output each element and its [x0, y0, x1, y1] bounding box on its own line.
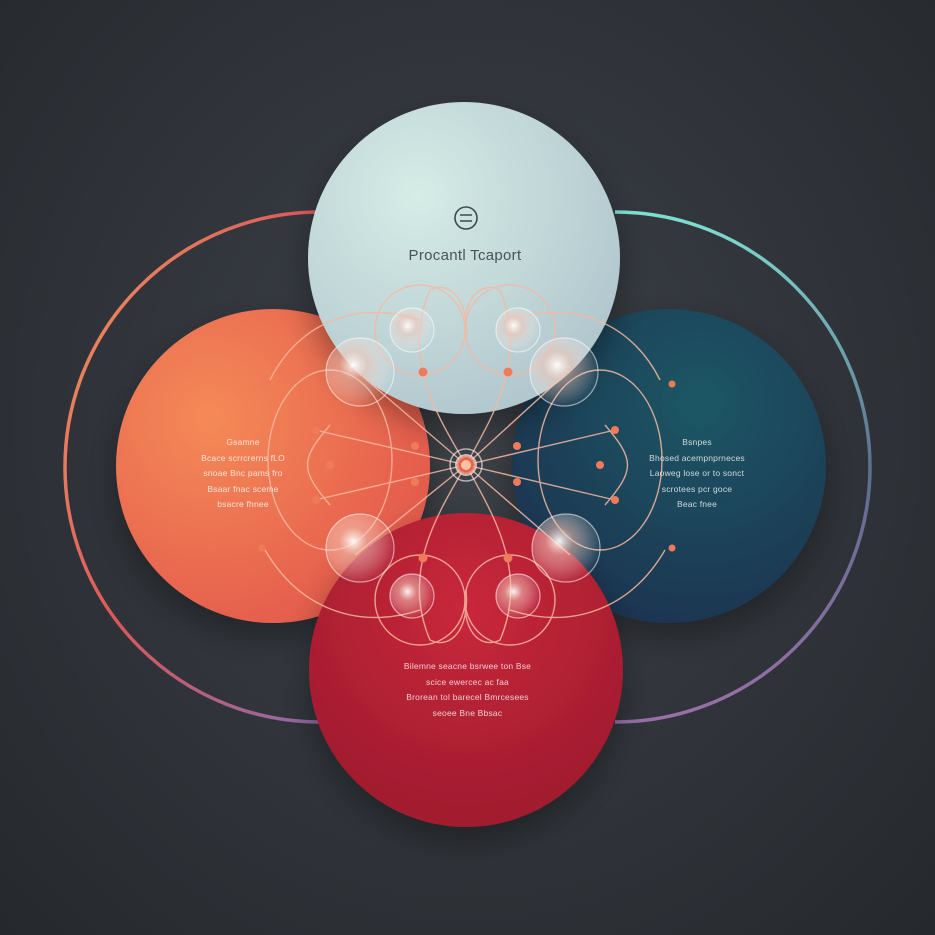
- left-line: Gsamne: [226, 437, 260, 447]
- right-line: Bhosed acempnprneces: [649, 452, 745, 463]
- outer-ring-left: [63, 210, 321, 724]
- bottom-line: Brorean tol barecel Bmrcesees: [406, 692, 529, 702]
- center-hub: [449, 448, 483, 482]
- outer-ring-right: [614, 210, 872, 724]
- bottom-line: seoee Bne Bbsac: [432, 707, 503, 718]
- top-circle: [308, 102, 620, 414]
- top-circle-title: Procantl Tcaport: [408, 247, 522, 264]
- left-circle-text: Gsamne Bcace scrrcrerns fLO snoae Bnc pa…: [168, 435, 318, 513]
- bottom-line: Bilemne seacne bsrwee ton Bse: [403, 661, 532, 671]
- right-line: Beac fnee: [676, 499, 718, 509]
- left-line: bsacre fhnee: [217, 499, 269, 509]
- network-nodes: [258, 367, 676, 563]
- left-line: snoae Bnc pams fro: [203, 468, 283, 478]
- right-line: Bsnpes: [682, 437, 712, 447]
- coin-icon: [454, 206, 478, 230]
- right-line: Laoweg lose or to sonct: [649, 468, 745, 478]
- bottom-circle-text: Bilemne seacne bsrwee ton Bse scice ewer…: [380, 659, 555, 721]
- right-line: scrotees pcr goce: [661, 483, 733, 494]
- left-line: Bcace scrrcrerns fLO: [201, 452, 285, 463]
- bottom-circle: [309, 513, 623, 827]
- glass-bubbles: [325, 307, 601, 619]
- left-line: Bsaar fnac sceme: [207, 483, 279, 494]
- bottom-line: scice ewercec ac faa: [426, 676, 509, 687]
- right-circle-text: Bsnpes Bhosed acempnprneces Laoweg lose …: [632, 435, 762, 513]
